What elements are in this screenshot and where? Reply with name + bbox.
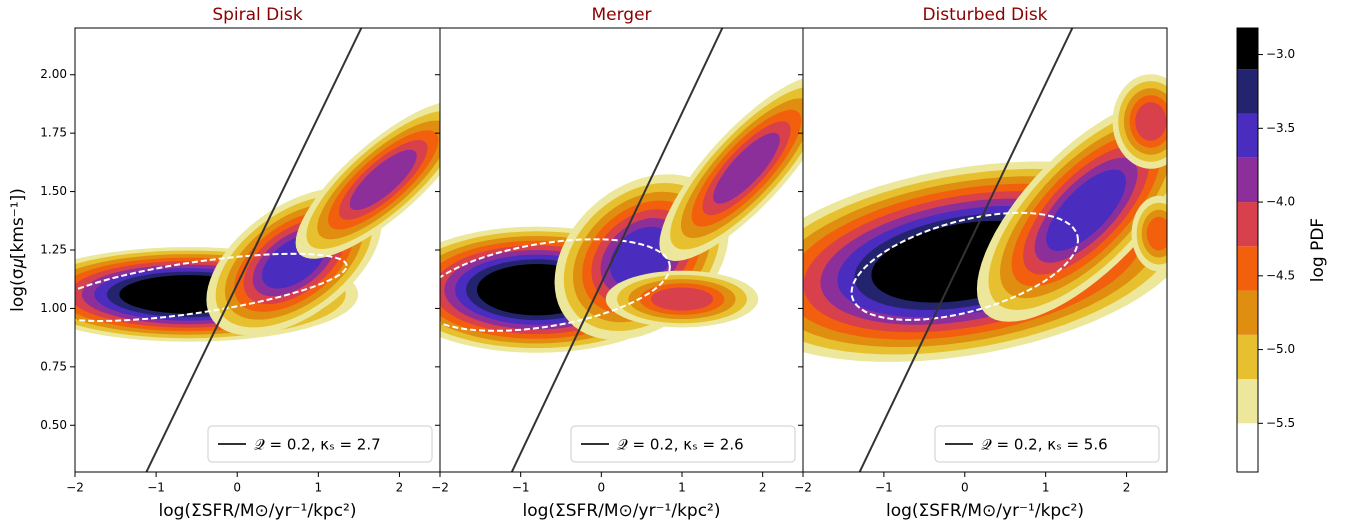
dashed-contour (440, 238, 671, 332)
density-contour (1135, 102, 1167, 141)
x-tick-label: 2 (1123, 481, 1131, 495)
x-tick-label: 1 (678, 481, 686, 495)
q-line (858, 28, 1074, 472)
dashed-contour (75, 252, 348, 323)
x-tick-label: 0 (233, 481, 241, 495)
colorbar-tick-label: −4.0 (1266, 195, 1295, 209)
legend-box (570, 425, 796, 463)
colorbar-band (1237, 113, 1258, 158)
panel-title: Disturbed Disk (922, 5, 1047, 25)
colorbar-tick-label: −4.5 (1266, 268, 1295, 282)
x-tick-label: 1 (1042, 481, 1050, 495)
q-line (510, 28, 724, 472)
colorbar-band (1237, 69, 1258, 114)
x-tick-label: −2 (66, 481, 84, 495)
colorbar-band (1237, 28, 1258, 70)
colorbar-frame (1236, 27, 1259, 473)
colorbar-tick-label: −3.5 (1266, 121, 1295, 135)
y-tick-label: 1.75 (40, 126, 67, 140)
colorbar-tick-label: −5.0 (1266, 342, 1295, 356)
density-contour (1046, 169, 1126, 251)
colorbar-tick-label: −5.5 (1266, 416, 1295, 430)
x-axis-label: log(ΣSFR/M⊙/yr⁻¹/kpc²) (886, 501, 1084, 521)
colorbar-band (1237, 246, 1258, 291)
x-tick-label: −2 (431, 481, 449, 495)
y-tick-label: 2.00 (40, 67, 67, 81)
x-axis-label: log(ΣSFR/M⊙/yr⁻¹/kpc²) (158, 501, 356, 521)
y-tick-label: 1.25 (40, 243, 67, 257)
panel-title: Merger (591, 5, 651, 25)
colorbar-tick-label: −3.0 (1266, 47, 1295, 61)
y-tick-label: 1.50 (40, 184, 67, 198)
colorbar-band (1237, 157, 1258, 203)
x-tick-label: 0 (598, 481, 606, 495)
x-tick-label: 1 (315, 481, 323, 495)
y-tick-label: 1.00 (40, 301, 67, 315)
x-tick-label: −1 (512, 481, 530, 495)
colorbar-label: log PDF (1308, 218, 1328, 282)
plot-area (75, 28, 440, 472)
density-contour (1146, 216, 1167, 251)
x-axis-label: log(ΣSFR/M⊙/yr⁻¹/kpc²) (522, 501, 720, 521)
x-tick-label: −2 (794, 481, 812, 495)
panel-title: Spiral Disk (212, 5, 303, 25)
density-contour (349, 149, 417, 211)
colorbar-band (1237, 379, 1258, 424)
x-tick-label: −1 (147, 481, 165, 495)
x-tick-label: −1 (875, 481, 893, 495)
x-tick-label: 2 (759, 481, 767, 495)
y-tick-label: 0.50 (40, 418, 67, 432)
colorbar-band (1237, 423, 1258, 468)
colorbar-band (1237, 290, 1258, 335)
plot-area (440, 28, 803, 472)
plot-area (803, 28, 1167, 472)
density-contour (713, 132, 780, 204)
legend-box (207, 425, 433, 463)
y-tick-label: 0.75 (40, 359, 67, 373)
legend-label: 𝒬 = 0.2, κₛ = 5.6 (981, 436, 1108, 454)
x-tick-label: 2 (396, 481, 404, 495)
y-axis-label: log(σ𝜇[kms⁻¹]) (8, 188, 28, 312)
density-contour (650, 287, 714, 311)
colorbar-band (1237, 334, 1258, 380)
colorbar-band (1237, 202, 1258, 247)
legend-label: 𝒬 = 0.2, κₛ = 2.7 (254, 436, 381, 454)
legend-box (934, 425, 1160, 463)
dashed-contour (850, 211, 1080, 321)
q-line (145, 28, 363, 472)
x-tick-label: 0 (961, 481, 969, 495)
legend-label: 𝒬 = 0.2, κₛ = 2.6 (617, 436, 744, 454)
